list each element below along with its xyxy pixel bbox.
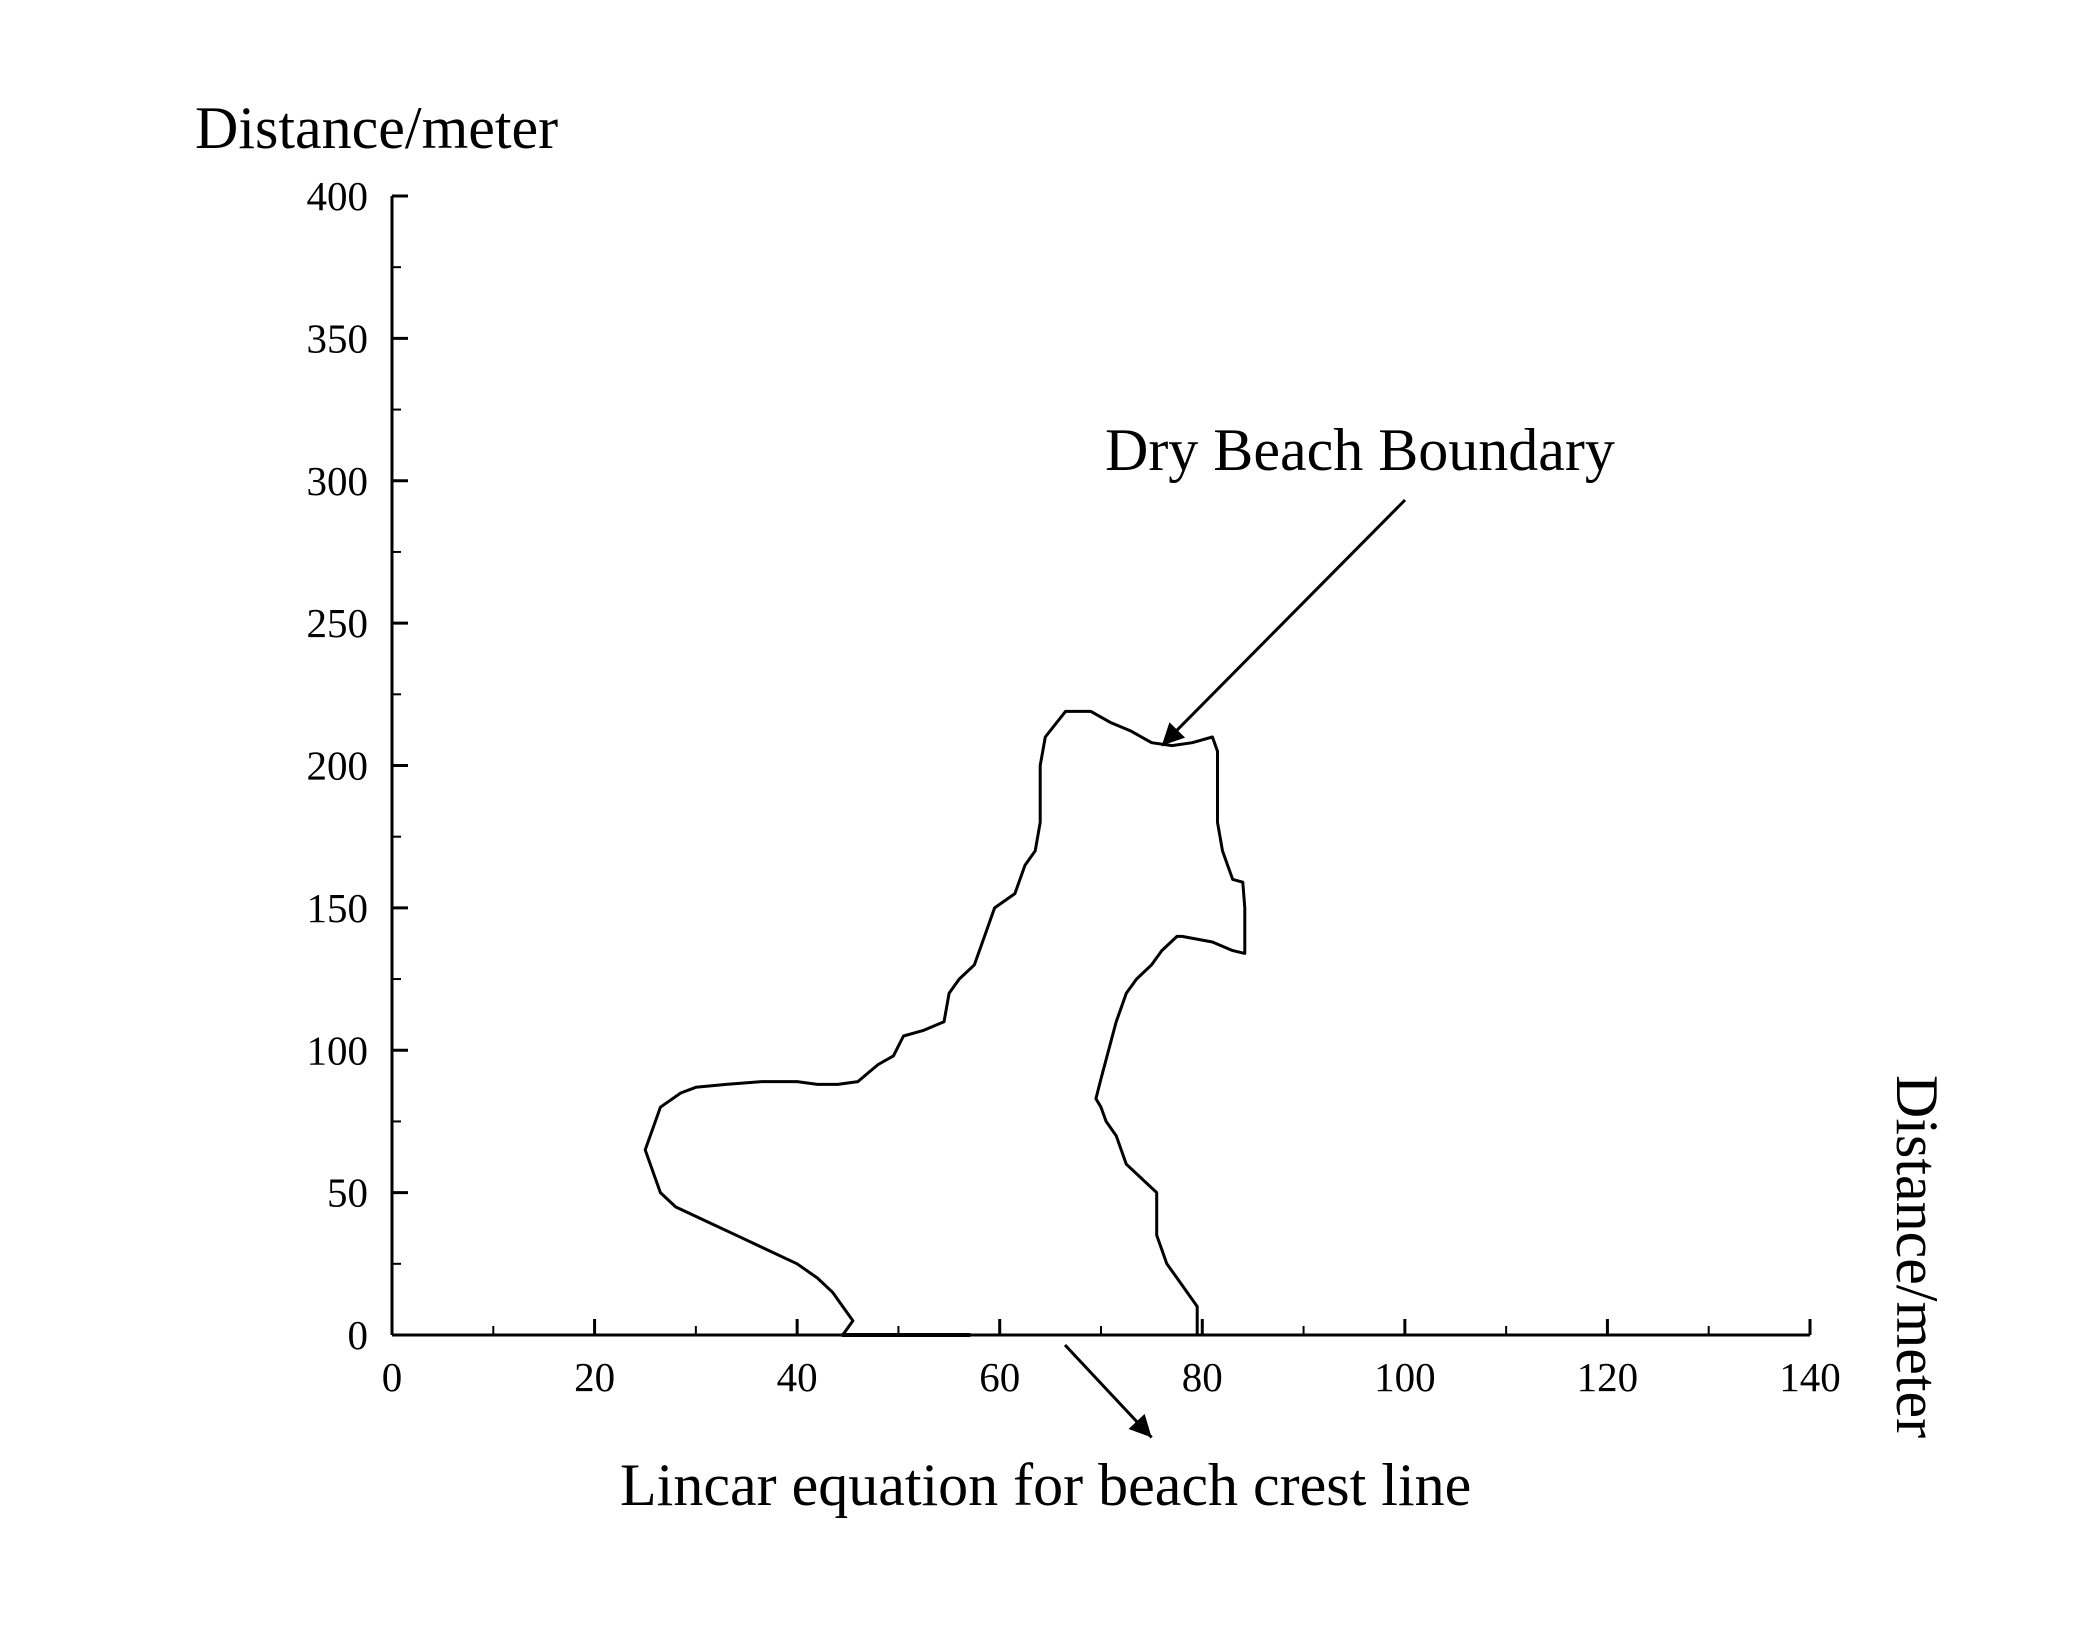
dry-beach-boundary-arrow [1160,498,1407,747]
series-dry-beach-boundary [643,709,1247,1337]
x-tick-label: 60 [979,1354,1020,1400]
x-tick-label: 0 [382,1354,403,1400]
y-ticks: 0 50 100 150 200 250 300 350 400 [307,173,408,1358]
x-tick-label: 20 [574,1354,615,1400]
y-tick-label: 100 [307,1027,369,1073]
x-tick-label: 120 [1577,1354,1639,1400]
series-lines [643,709,1247,1337]
beach-crest-line-label: Lincar equation for beach crest line [620,1452,1471,1518]
x-tick-label: 140 [1779,1354,1841,1400]
y-tick-label: 50 [327,1170,368,1216]
x-tick-label: 40 [777,1354,818,1400]
x-tick-label: 80 [1182,1354,1223,1400]
y-tick-label: 250 [307,600,369,646]
beach-crest-line-arrow [1063,1343,1153,1439]
dry-beach-boundary-label: Dry Beach Boundary [1105,417,1615,483]
y-tick-label: 150 [307,885,369,931]
y-tick-label: 400 [307,173,369,219]
x-ticks: 0 20 40 60 80 100 120 140 [382,1319,1841,1400]
y-tick-label: 200 [307,743,369,789]
y-tick-label: 350 [307,315,369,361]
y-axis-label: Distance/meter [195,95,558,161]
axes [390,196,1810,1337]
annotations [1063,498,1407,1439]
x-axis-label: Distance/meter [1884,1075,1950,1438]
y-tick-label: 0 [348,1312,369,1358]
y-tick-label: 300 [307,458,369,504]
x-tick-label: 100 [1374,1354,1436,1400]
